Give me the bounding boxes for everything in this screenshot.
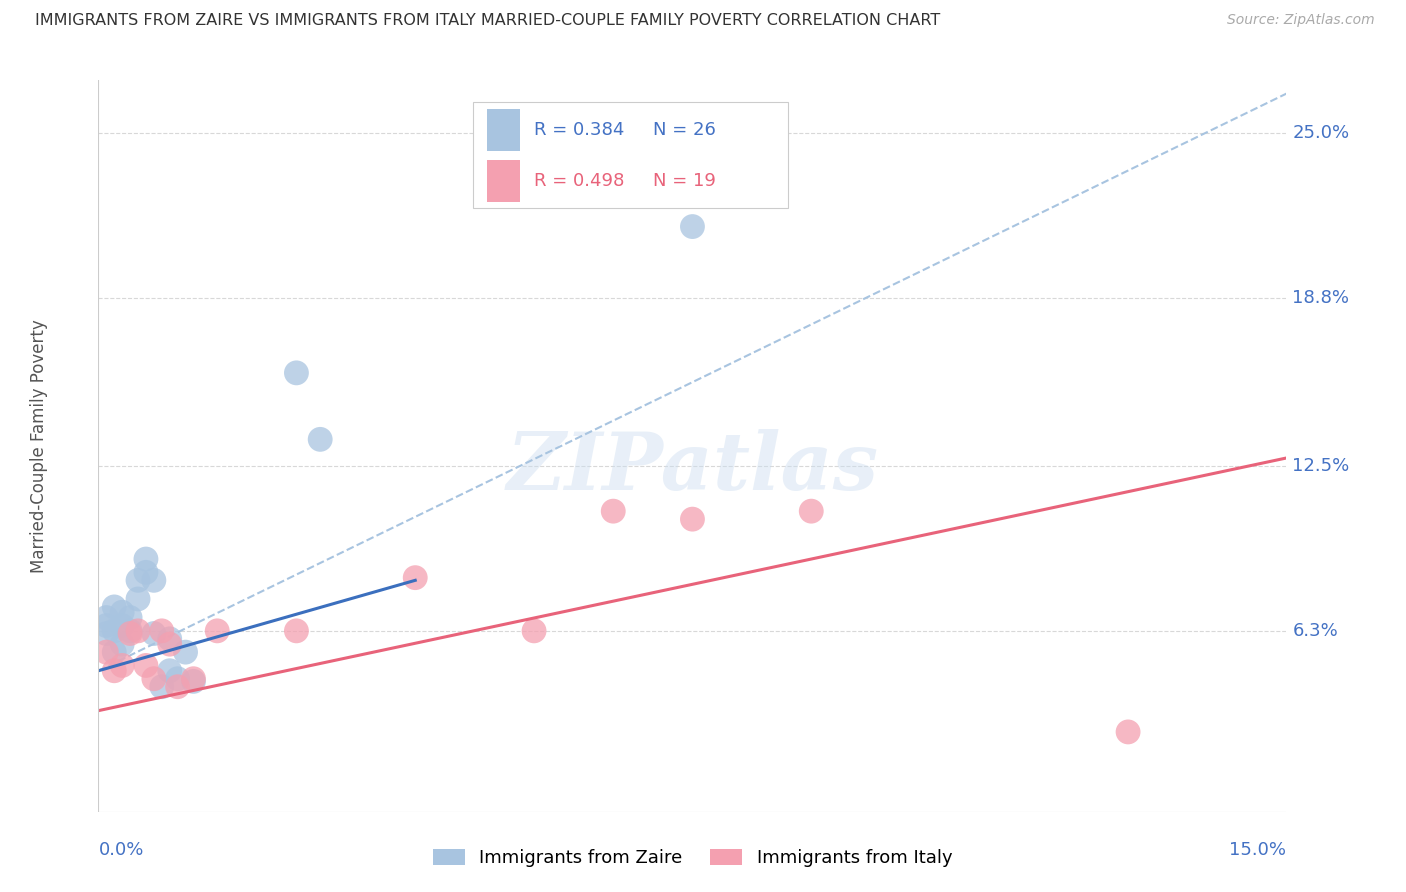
- Point: [135, 552, 157, 566]
- Text: R = 0.498: R = 0.498: [534, 172, 624, 190]
- Bar: [486, 160, 520, 202]
- Point: [111, 637, 134, 651]
- Point: [142, 672, 165, 686]
- Text: 12.5%: 12.5%: [1292, 457, 1350, 475]
- Point: [602, 504, 624, 518]
- Text: Married-Couple Family Poverty: Married-Couple Family Poverty: [30, 319, 48, 573]
- Point: [103, 599, 125, 614]
- Text: Source: ZipAtlas.com: Source: ZipAtlas.com: [1227, 13, 1375, 28]
- Point: [205, 624, 228, 638]
- Point: [150, 624, 173, 638]
- Text: IMMIGRANTS FROM ZAIRE VS IMMIGRANTS FROM ITALY MARRIED-COUPLE FAMILY POVERTY COR: IMMIGRANTS FROM ZAIRE VS IMMIGRANTS FROM…: [35, 13, 941, 29]
- Point: [166, 680, 188, 694]
- Point: [111, 658, 134, 673]
- Point: [142, 626, 165, 640]
- Point: [96, 610, 118, 624]
- Point: [681, 512, 703, 526]
- Point: [96, 618, 118, 632]
- Point: [159, 637, 181, 651]
- Point: [120, 624, 142, 638]
- Point: [183, 672, 205, 686]
- Point: [127, 624, 149, 638]
- Point: [135, 658, 157, 673]
- Point: [127, 591, 149, 606]
- Point: [96, 626, 118, 640]
- Legend: Immigrants from Zaire, Immigrants from Italy: Immigrants from Zaire, Immigrants from I…: [423, 839, 962, 876]
- Point: [800, 504, 823, 518]
- Point: [96, 645, 118, 659]
- Point: [120, 626, 142, 640]
- Point: [159, 664, 181, 678]
- Point: [309, 433, 332, 447]
- Point: [150, 680, 173, 694]
- Text: N = 26: N = 26: [654, 121, 716, 139]
- Point: [285, 366, 308, 380]
- Text: R = 0.384: R = 0.384: [534, 121, 624, 139]
- Point: [1116, 725, 1139, 739]
- Point: [127, 574, 149, 588]
- Point: [142, 574, 165, 588]
- Point: [404, 571, 426, 585]
- FancyBboxPatch shape: [472, 103, 787, 209]
- Text: 25.0%: 25.0%: [1292, 125, 1350, 143]
- Point: [103, 645, 125, 659]
- Point: [111, 618, 134, 632]
- Point: [103, 664, 125, 678]
- Point: [159, 632, 181, 646]
- Point: [120, 610, 142, 624]
- Point: [523, 624, 546, 638]
- Point: [135, 566, 157, 580]
- Point: [174, 645, 197, 659]
- Text: ZIPatlas: ZIPatlas: [506, 429, 879, 507]
- Text: 0.0%: 0.0%: [98, 841, 143, 859]
- Point: [183, 674, 205, 689]
- Bar: [486, 109, 520, 152]
- Point: [103, 624, 125, 638]
- Text: 18.8%: 18.8%: [1292, 289, 1350, 308]
- Text: N = 19: N = 19: [654, 172, 716, 190]
- Text: 15.0%: 15.0%: [1229, 841, 1286, 859]
- Point: [285, 624, 308, 638]
- Point: [111, 605, 134, 619]
- Text: 6.3%: 6.3%: [1292, 622, 1339, 640]
- Point: [681, 219, 703, 234]
- Point: [166, 672, 188, 686]
